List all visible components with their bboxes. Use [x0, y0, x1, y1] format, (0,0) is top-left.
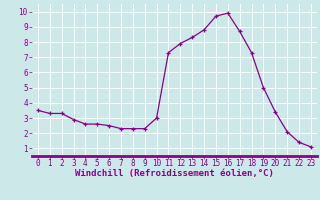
X-axis label: Windchill (Refroidissement éolien,°C): Windchill (Refroidissement éolien,°C)	[75, 169, 274, 178]
